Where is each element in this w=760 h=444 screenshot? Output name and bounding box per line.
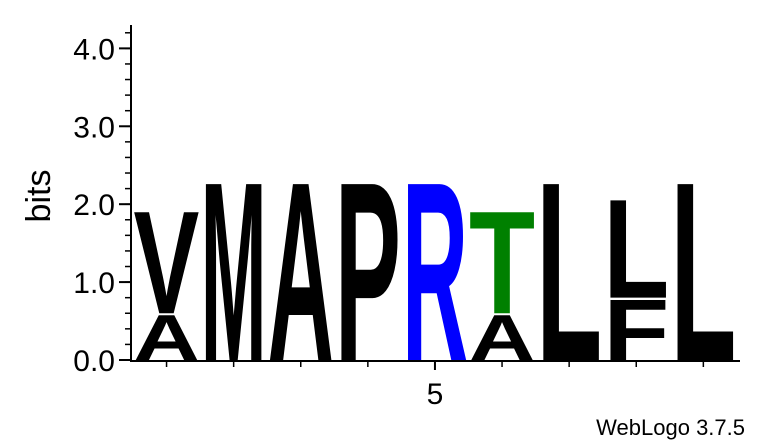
logo-letter-f: F (603, 281, 669, 379)
axes: 0.0 1.0 2.0 3.0 4.0 5 (73, 25, 740, 411)
logo-letter-p: P (335, 129, 401, 415)
logo-letter-l: L (536, 128, 602, 415)
logo-letter-m: M (201, 130, 267, 415)
logo-letter-a: A (134, 301, 200, 374)
logo-letter-l: L (603, 170, 669, 328)
y-tick-label: 3.0 (73, 111, 115, 144)
x-tick-label: 5 (427, 378, 444, 411)
logo-letter-r: R (402, 128, 468, 414)
y-tick-label: 2.0 (73, 189, 115, 222)
logo-letter-v: V (134, 181, 200, 345)
logo-letter-a: A (469, 301, 535, 374)
y-tick-label: 0.0 (73, 345, 115, 378)
logo-letter-l: L (670, 128, 736, 415)
y-axis-label: bits (20, 170, 58, 223)
y-tick-label: 4.0 (73, 33, 115, 66)
logo-stacks: AV M A P R AT L FL L (134, 128, 737, 415)
y-tick-label: 1.0 (73, 267, 115, 300)
weblogo-footer: WebLogo 3.7.5 (596, 415, 745, 440)
logo-letter-a: A (268, 128, 334, 414)
logo-letter-t: T (469, 181, 535, 345)
